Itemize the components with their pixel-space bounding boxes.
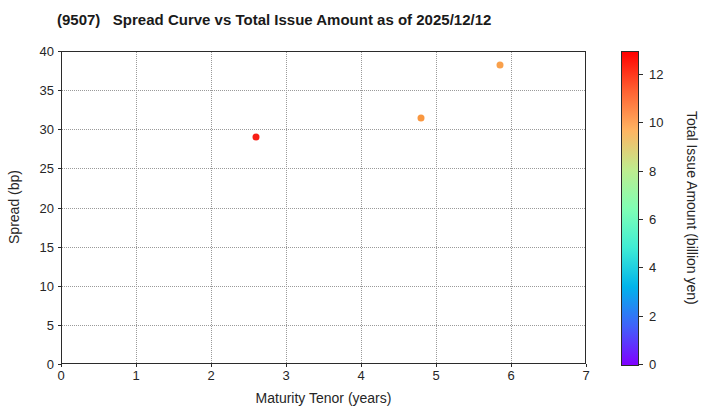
y-tick-label: 30 (14, 123, 54, 136)
y-gridline (62, 90, 585, 91)
y-tick-label: 10 (14, 280, 54, 293)
colorbar-tick (639, 122, 643, 123)
colorbar-label: Total Issue Amount (billion yen) (684, 51, 700, 364)
y-tick (58, 51, 61, 52)
y-tick (58, 168, 61, 169)
y-tick-label: 15 (14, 241, 54, 254)
colorbar (621, 51, 639, 366)
x-tick (211, 364, 212, 367)
colorbar-tick-label: 10 (649, 116, 663, 129)
x-tick (586, 364, 587, 367)
y-gridline (62, 325, 585, 326)
x-tick-label: 3 (282, 369, 289, 382)
y-tick (58, 286, 61, 287)
figure: (9507) Spread Curve vs Total Issue Amoun… (0, 0, 720, 420)
y-tick-label: 5 (14, 319, 54, 332)
data-point (418, 114, 425, 121)
x-tick (61, 364, 62, 367)
y-tick (58, 364, 61, 365)
colorbar-tick-label: 12 (649, 67, 663, 80)
y-gridline (62, 286, 585, 287)
data-point (496, 62, 503, 69)
y-tick-label: 25 (14, 162, 54, 175)
x-tick-label: 1 (132, 369, 139, 382)
x-tick-label: 0 (57, 369, 64, 382)
colorbar-tick-label: 4 (649, 261, 656, 274)
y-gridline (62, 129, 585, 130)
y-gridline (62, 247, 585, 248)
y-gridline (62, 168, 585, 169)
y-tick (58, 90, 61, 91)
x-tick-label: 7 (582, 369, 589, 382)
colorbar-tick (639, 267, 643, 268)
y-tick (58, 247, 61, 248)
x-tick-label: 2 (207, 369, 214, 382)
y-tick-label: 0 (14, 358, 54, 371)
y-tick (58, 325, 61, 326)
y-tick-label: 40 (14, 45, 54, 58)
x-tick (361, 364, 362, 367)
x-tick (286, 364, 287, 367)
data-point (253, 134, 260, 141)
x-tick (136, 364, 137, 367)
colorbar-tick (639, 364, 643, 365)
x-tick-label: 5 (432, 369, 439, 382)
y-gridline (62, 208, 585, 209)
colorbar-tick (639, 219, 643, 220)
x-axis-label: Maturity Tenor (years) (61, 390, 586, 406)
colorbar-tick-label: 8 (649, 164, 656, 177)
colorbar-tick (639, 171, 643, 172)
x-tick-label: 4 (357, 369, 364, 382)
y-tick (58, 208, 61, 209)
colorbar-tick-label: 2 (649, 309, 656, 322)
colorbar-tick (639, 74, 643, 75)
y-tick-label: 35 (14, 84, 54, 97)
x-tick (511, 364, 512, 367)
colorbar-tick (639, 316, 643, 317)
chart-title: (9507) Spread Curve vs Total Issue Amoun… (57, 11, 491, 28)
colorbar-tick-label: 6 (649, 212, 656, 225)
y-tick (58, 129, 61, 130)
y-tick-label: 20 (14, 202, 54, 215)
colorbar-tick-label: 0 (649, 358, 656, 371)
x-tick-label: 6 (507, 369, 514, 382)
x-tick (436, 364, 437, 367)
